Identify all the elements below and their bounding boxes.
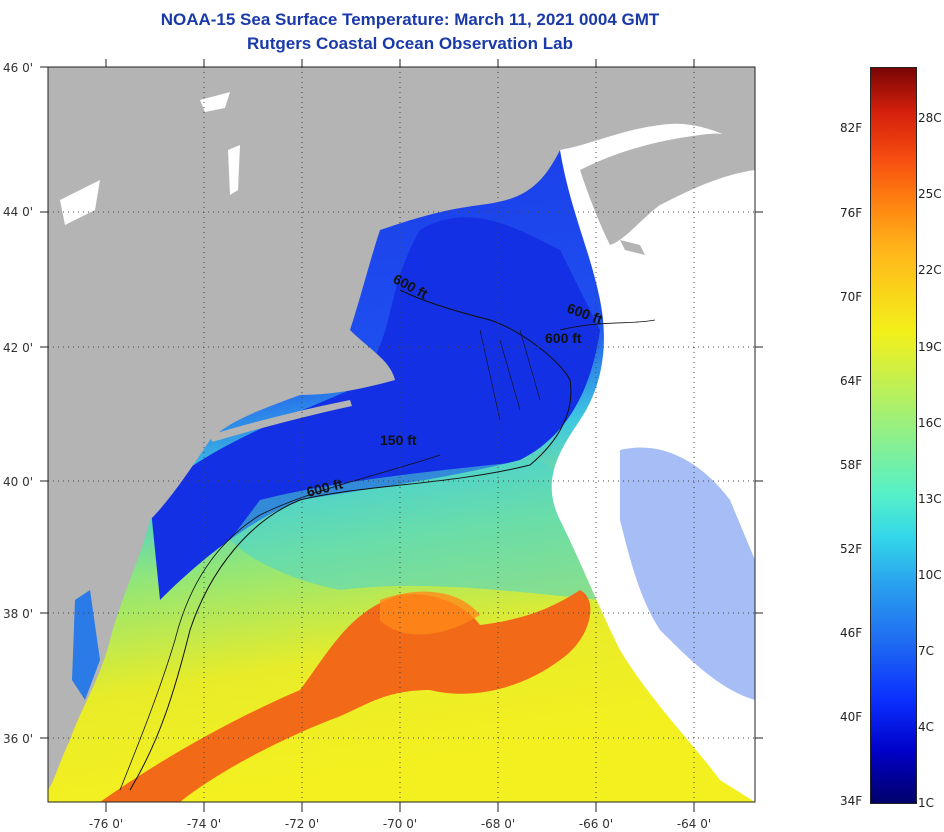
colorbar-c-label: 28C	[918, 111, 942, 125]
gulf-stream	[100, 590, 591, 802]
contour-line	[479, 329, 541, 421]
colorbar-f-label: 40F	[840, 710, 863, 724]
gulf-stream-eddy	[380, 591, 480, 635]
lat-label: 46 0'	[3, 61, 33, 75]
lat-label: 42 0'	[3, 341, 33, 355]
temperature-colorbar	[870, 67, 917, 804]
cloud-gap	[620, 447, 755, 700]
lon-label: -72 0'	[285, 817, 319, 831]
colorbar-c-label: 1C	[918, 796, 935, 810]
nova-scotia	[580, 133, 755, 245]
lat-label: 40 0'	[3, 475, 33, 489]
lat-label: 38 0'	[3, 607, 33, 621]
colorbar-c-label: 10C	[918, 568, 942, 582]
contour-label: 150 ft	[380, 432, 417, 448]
colorbar-f-label: 76F	[840, 206, 863, 220]
lon-label: -76 0'	[89, 817, 123, 831]
land-mass	[48, 67, 755, 790]
colorbar-f-label: 70F	[840, 290, 863, 304]
cape-island	[620, 240, 645, 255]
snow-patch	[200, 92, 230, 112]
snow-patch	[60, 180, 100, 225]
lon-label: -70 0'	[383, 817, 417, 831]
contour-600ft	[129, 289, 572, 791]
colorbar-c-label: 16C	[918, 416, 942, 430]
colorbar-f-label: 52F	[840, 542, 863, 556]
colorbar-c-label: 7C	[918, 644, 935, 658]
colorbar-c-label: 25C	[918, 187, 942, 201]
colorbar-f-label: 58F	[840, 458, 863, 472]
cloud-cover	[551, 107, 755, 802]
lat-label: 44 0'	[3, 205, 33, 219]
contour-150ft	[119, 454, 441, 791]
lon-label: -74 0'	[187, 817, 221, 831]
colorbar-c-label: 19C	[918, 340, 942, 354]
chesapeake-bay	[72, 590, 100, 700]
lon-label: -68 0'	[481, 817, 515, 831]
colorbar-f-label: 34F	[840, 794, 863, 808]
colorbar-c-label: 13C	[918, 492, 942, 506]
colorbar-f-label: 64F	[840, 374, 863, 388]
colorbar-f-label: 46F	[840, 626, 863, 640]
contour-label: 600 ft	[545, 330, 582, 346]
colorbar-c-label: 4C	[918, 720, 935, 734]
long-island	[210, 400, 352, 442]
colorbar-c-label: 22C	[918, 263, 942, 277]
colorbar-f-label: 82F	[840, 121, 863, 135]
lon-label: -64 0'	[677, 817, 711, 831]
map-subtitle: Rutgers Coastal Ocean Observation Lab	[247, 34, 573, 53]
snow-patch	[228, 145, 240, 195]
map-ticks	[40, 59, 763, 812]
lat-label: 36 0'	[3, 732, 33, 746]
map-border	[47, 66, 756, 803]
map-title: NOAA-15 Sea Surface Temperature: March 1…	[160, 10, 660, 29]
contour-line	[559, 319, 656, 331]
lon-label: -66 0'	[579, 817, 613, 831]
